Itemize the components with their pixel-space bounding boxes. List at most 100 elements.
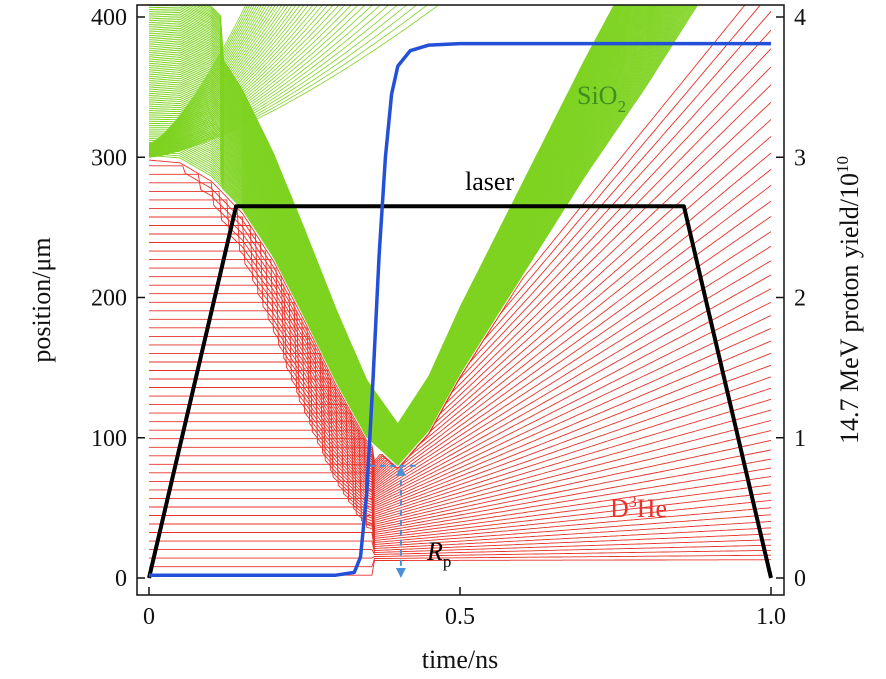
d3he-trajectory [149,421,772,525]
sio2-outer-trajectory [148,5,319,152]
d3he-trajectory [149,119,772,479]
sio2-outer-trajectory [148,5,373,156]
sio2-outer-trajectory [148,5,381,156]
sio2-outer-trajectory [148,5,293,150]
d3he-trajectory [149,136,772,481]
sio2-outer-trajectory [148,5,286,150]
sio2-outer-trajectory [148,5,428,158]
y-left-axis: 0 100 200 300 400 [91,5,145,592]
d3he-trajectory [149,455,772,533]
d3he-trajectory [149,506,772,545]
sio2-outer-trajectory [148,5,270,148]
sio2-outer-trajectory [148,5,265,147]
d3he-trajectory [149,412,772,523]
sio2-outer-trajectory [148,5,258,146]
curves [147,41,773,579]
rp-label: Rp [426,537,451,571]
d3he-trajectory [149,340,772,509]
d3he-trajectory [149,429,772,527]
y-left-tick-label: 0 [115,566,127,592]
sio2-outer-trajectory [148,5,283,149]
sio2-outer-trajectory [148,5,262,147]
y-right-axis-title: 14.7 MeV proton yield/1010 [833,156,864,444]
sio2-outer-trajectory [148,5,253,145]
sio2-outer-trajectory [148,5,334,154]
sio2-outer-trajectory [148,5,340,154]
sio2-outer-trajectory [148,5,324,153]
d3he-trajectory [149,274,772,499]
d3he-trajectory [149,404,772,521]
d3he-trajectory [149,515,772,547]
sio2-label: SiO2 [577,81,626,116]
x-tick-label: 0 [143,604,155,630]
sio2-outer-trajectory [148,5,305,151]
d3he-label-post: He [637,494,667,523]
sio2-label-sub: 2 [617,97,626,116]
sio2-outer-trajectory [148,5,260,147]
sio2-outer-trajectory [148,5,251,145]
sio2-outer-trajectory [148,5,352,155]
y-left-tick-label: 200 [91,286,127,312]
sio2-trajectories [148,5,699,466]
d3he-label-pre: D [610,494,629,523]
rp-arrow-up [395,465,406,476]
d3he-trajectory [149,523,772,549]
d3he-trajectory [149,376,772,515]
y-right-axis: 0 1 2 3 4 [776,5,806,592]
sio2-outer-trajectory [148,5,398,157]
d3he-trajectory [149,260,772,497]
sio2-outer-trajectory [148,5,249,145]
d3he-trajectory [149,245,772,495]
d3he-trajectory [149,497,772,544]
d3he-trajectory [149,352,772,511]
d3he-trajectory [149,532,772,551]
d3he-trajectory [149,549,771,559]
sio2-label-main: SiO [577,81,617,110]
y-left-tick-label: 300 [91,145,127,171]
d3he-trajectory [149,364,772,513]
rp-label-main: R [426,537,443,566]
d3he-trajectory [149,231,772,493]
d3he-trajectory [149,288,772,501]
d3he-trajectory [149,463,772,535]
sio2-outer-trajectory [148,5,309,152]
sio2-outer-trajectory [148,5,276,149]
d3he-trajectory [149,66,772,473]
d3he-label: D3He [610,494,667,523]
y-right-tick-label: 4 [794,5,806,31]
y-right-tick-label: 0 [794,566,806,592]
d3he-trajectory [149,169,772,485]
d3he-trajectory [149,101,772,477]
sio2-outer-trajectory [148,5,301,151]
sio2-outer-trajectory [148,5,255,146]
d3he-trajectory [149,185,772,487]
d3he-label-sup: 3 [629,494,637,511]
x-tick-label: 0.5 [445,604,475,630]
d3he-trajectory [149,472,772,537]
sio2-outer-trajectory [148,5,279,149]
y-right-axis-title-main: 14.7 MeV proton yield/10 [835,173,864,444]
x-axis: 0 0.5 1.0 [143,587,786,630]
y-right-tick-label: 1 [794,426,806,452]
x-tick-label: 1.0 [756,604,786,630]
sio2-outer-trajectory [148,5,346,154]
sio2-outer-trajectory [148,5,418,157]
sio2-outer-trajectory [148,5,408,157]
y-left-tick-label: 400 [91,5,127,31]
sio2-outer-trajectory [148,5,390,156]
d3he-trajectory [149,395,772,519]
d3he-trajectory [149,544,772,555]
sio2-outer-trajectory [148,5,329,153]
d3he-trajectories [148,5,772,576]
rp-arrow-down [395,568,406,578]
sio2-outer-trajectory [148,5,314,152]
sio2-outer-trajectory [148,5,268,148]
sio2-outer-trajectory [148,5,273,148]
d3he-trajectory [149,554,771,568]
d3he-trajectory [149,84,772,475]
d3he-trajectory [149,387,772,517]
y-right-tick-label: 2 [794,286,806,312]
y-right-axis-title-exponent: 10 [833,156,852,173]
sio2-outer-trajectory [148,5,440,158]
